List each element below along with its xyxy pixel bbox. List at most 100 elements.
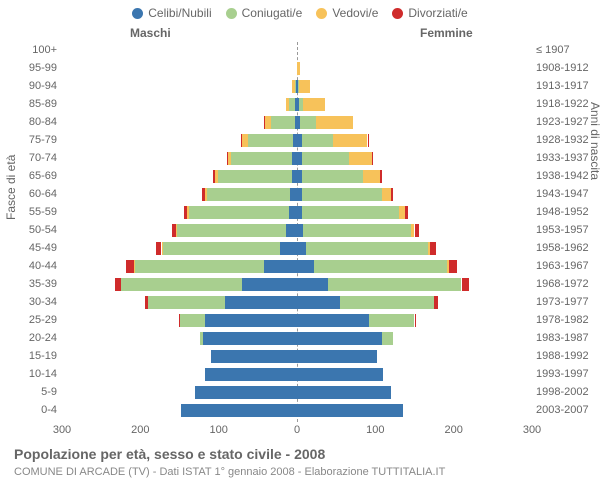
pyramid-row: 65-691938-1942 <box>62 168 532 185</box>
bar-male-single <box>203 332 297 345</box>
bar-male-widowed <box>227 152 231 165</box>
age-label: 60-64 <box>12 188 57 200</box>
bar-male-widowed <box>176 224 177 237</box>
bar-male-married <box>207 188 290 201</box>
birth-year-label: 1908-1912 <box>536 62 594 74</box>
legend: Celibi/Nubili Coniugati/e Vedovi/e Divor… <box>0 0 600 22</box>
bar-male-divorced <box>213 170 215 183</box>
birth-year-label: 1943-1947 <box>536 188 594 200</box>
chart-title: Popolazione per età, sesso e stato civil… <box>14 446 325 462</box>
pyramid-row: 30-341973-1977 <box>62 294 532 311</box>
birth-year-label: 1968-1972 <box>536 278 594 290</box>
birth-year-label: 1998-2002 <box>536 386 594 398</box>
bar-male-widowed <box>292 80 294 93</box>
bar-female-divorced <box>462 278 469 291</box>
bar-male-married <box>189 206 289 219</box>
bar-female-widowed <box>333 134 367 147</box>
pyramid-row: 40-441963-1967 <box>62 258 532 275</box>
pyramid-row: 90-941913-1917 <box>62 78 532 95</box>
population-pyramid: 100+≤ 190795-991908-191290-941913-191785… <box>62 42 532 422</box>
x-tick: 200 <box>131 424 149 436</box>
bar-male-widowed <box>134 260 135 273</box>
bar-male-single <box>205 368 297 381</box>
legend-label: Divorziati/e <box>408 6 467 20</box>
bar-female-single <box>297 314 369 327</box>
age-label: 10-14 <box>12 368 57 380</box>
bar-male-married <box>289 98 295 111</box>
pyramid-row: 5-91998-2002 <box>62 384 532 401</box>
bar-female-divorced <box>449 260 457 273</box>
header-male: Maschi <box>130 26 171 40</box>
bar-male-divorced <box>145 296 148 309</box>
bar-female-married <box>302 170 363 183</box>
bar-female-widowed <box>297 62 300 75</box>
pyramid-row: 25-291978-1982 <box>62 312 532 329</box>
bar-female-married <box>302 206 399 219</box>
bar-female-married <box>369 314 414 327</box>
birth-year-label: 1913-1917 <box>536 80 594 92</box>
bar-male-married <box>200 332 203 345</box>
age-label: 65-69 <box>12 170 57 182</box>
bar-male-married <box>271 116 295 129</box>
bar-male-divorced <box>115 278 120 291</box>
swatch-divorced <box>392 8 403 19</box>
bar-male-single <box>181 404 297 417</box>
pyramid-row: 85-891918-1922 <box>62 96 532 113</box>
bar-male-married <box>248 134 293 147</box>
age-label: 70-74 <box>12 152 57 164</box>
x-tick: 300 <box>523 424 541 436</box>
x-tick: 100 <box>209 424 227 436</box>
birth-year-label: 2003-2007 <box>536 404 594 416</box>
age-label: 40-44 <box>12 260 57 272</box>
bar-female-married <box>340 296 434 309</box>
pyramid-row: 50-541953-1957 <box>62 222 532 239</box>
birth-year-label: 1928-1932 <box>536 134 594 146</box>
bar-male-widowed <box>286 98 289 111</box>
bar-male-single <box>264 260 297 273</box>
age-label: 0-4 <box>12 404 57 416</box>
bar-female-single <box>297 242 306 255</box>
bar-female-single <box>297 332 382 345</box>
bar-male-divorced <box>179 314 180 327</box>
pyramid-row: 95-991908-1912 <box>62 60 532 77</box>
bar-male-married <box>180 314 205 327</box>
bar-male-divorced <box>156 242 161 255</box>
pyramid-row: 80-841923-1927 <box>62 114 532 131</box>
bar-female-married <box>300 116 316 129</box>
age-label: 95-99 <box>12 62 57 74</box>
age-label: 5-9 <box>12 386 57 398</box>
bar-male-single <box>205 314 297 327</box>
bar-male-married <box>162 242 280 255</box>
bar-female-widowed <box>363 170 380 183</box>
bar-female-divorced <box>405 206 408 219</box>
legend-item-single: Celibi/Nubili <box>132 6 211 20</box>
birth-year-label: 1918-1922 <box>536 98 594 110</box>
bar-female-single <box>297 278 328 291</box>
bar-male-divorced <box>264 116 265 129</box>
pyramid-row: 70-741933-1937 <box>62 150 532 167</box>
bar-male-divorced <box>184 206 187 219</box>
pyramid-row: 100+≤ 1907 <box>62 42 532 59</box>
bar-female-widowed <box>316 116 354 129</box>
bar-male-single <box>195 386 297 399</box>
legend-label: Celibi/Nubili <box>148 6 211 20</box>
bar-male-widowed <box>241 134 247 147</box>
age-label: 35-39 <box>12 278 57 290</box>
pyramid-row: 20-241983-1987 <box>62 330 532 347</box>
legend-item-divorced: Divorziati/e <box>392 6 467 20</box>
birth-year-label: 1988-1992 <box>536 350 594 362</box>
age-label: 80-84 <box>12 116 57 128</box>
age-label: 45-49 <box>12 242 57 254</box>
x-tick: 200 <box>444 424 462 436</box>
birth-year-label: 1993-1997 <box>536 368 594 380</box>
birth-year-label: 1963-1967 <box>536 260 594 272</box>
birth-year-label: 1973-1977 <box>536 296 594 308</box>
bar-female-married <box>328 278 461 291</box>
bar-female-married <box>302 152 349 165</box>
legend-item-widowed: Vedovi/e <box>316 6 378 20</box>
age-label: 85-89 <box>12 98 57 110</box>
bar-female-single <box>297 296 340 309</box>
pyramid-row: 75-791928-1932 <box>62 132 532 149</box>
pyramid-row: 60-641943-1947 <box>62 186 532 203</box>
age-label: 15-19 <box>12 350 57 362</box>
